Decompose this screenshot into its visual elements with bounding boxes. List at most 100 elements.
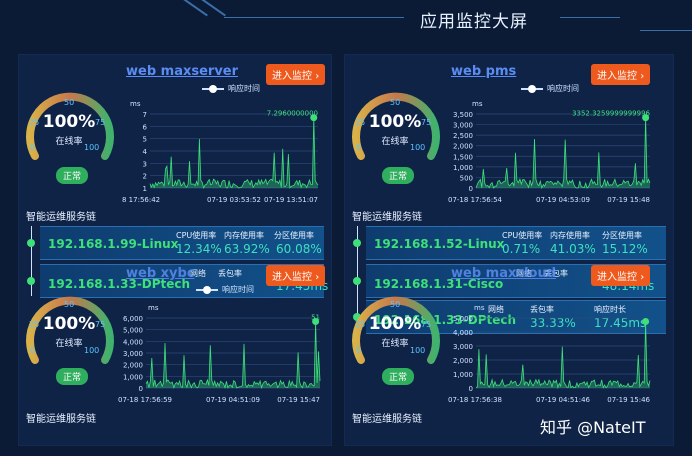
- enter-monitor-label: 进入监控: [597, 272, 637, 283]
- peak-point: [312, 318, 320, 325]
- peak-point: [642, 318, 650, 325]
- x-tick-label: 07-19 13:51:07: [264, 196, 318, 204]
- metric-value: 17.45ms: [594, 316, 647, 330]
- node-connector: [357, 226, 358, 322]
- online-rate-gauge: [26, 92, 114, 160]
- enter-monitor-button[interactable]: 进入监控 ›: [591, 265, 651, 286]
- y-tick-label: 5,000: [123, 327, 143, 335]
- title-bar: 应用监控大屏: [0, 0, 692, 44]
- check-icon: [353, 239, 361, 247]
- y-tick-label: 6,000: [123, 315, 143, 323]
- service-chain-title: 智能运维服务链: [26, 414, 96, 425]
- title-deco-line: [224, 17, 404, 18]
- chart-unit: ms: [472, 100, 483, 108]
- x-tick-label: 07-19 15:46: [607, 396, 650, 404]
- node-row[interactable]: 192.168.1.52-Linux CPU使用率 内存使用率 分区使用率 0.…: [366, 226, 666, 260]
- peak-label: 3352.3259999999996: [572, 110, 650, 118]
- node-name: 192.168.1.31-Cisco: [374, 277, 504, 291]
- y-tick-label: 4,000: [123, 338, 143, 346]
- gauge-tick: 50: [64, 98, 75, 107]
- title-deco-right2: [640, 30, 692, 31]
- metric-label: 丢包率: [218, 269, 242, 278]
- y-tick-label: 5: [143, 136, 147, 144]
- metric-label: 网络: [516, 269, 532, 278]
- y-tick-label: 1,000: [453, 164, 473, 172]
- metric-value: 63.92%: [224, 242, 270, 256]
- metric-label: 分区使用率: [602, 231, 642, 240]
- chart-unit: ms: [130, 100, 141, 108]
- metric-value: 15.12%: [602, 242, 648, 256]
- enter-monitor-button[interactable]: 进入监控 ›: [591, 64, 651, 85]
- metric-label: 分区使用率: [274, 231, 314, 240]
- gauge-label: 在线率: [381, 339, 409, 349]
- metric-label: 内存使用率: [224, 231, 264, 240]
- node-name: 192.168.1.33-DPtech: [374, 313, 517, 327]
- gauge-tick: 75: [95, 118, 106, 127]
- online-rate-gauge: [352, 296, 440, 364]
- gauge-label: 在线率: [55, 137, 83, 147]
- x-tick-label: 07-19 04:51:09: [206, 396, 260, 404]
- gauge-percent: 100%: [368, 112, 422, 132]
- metric-label: CPU使用率: [176, 231, 217, 240]
- node-name: 192.168.1.99-Linux: [48, 237, 179, 251]
- metric-label: CPU使用率: [502, 231, 543, 240]
- peak-label: 7.2960000000: [267, 110, 318, 118]
- y-tick-label: 2,500: [453, 132, 473, 140]
- check-icon: [353, 313, 361, 321]
- app-title[interactable]: web maxserver: [126, 64, 239, 79]
- title-deco-right: [560, 17, 620, 18]
- y-tick-label: 4: [143, 148, 148, 156]
- app-title[interactable]: web xybc: [126, 266, 195, 281]
- metric-label: 网络: [488, 305, 504, 314]
- metric-value: 0.71%: [502, 242, 541, 256]
- x-tick-label: 8 17:56:42: [122, 196, 160, 204]
- gauge-tick: 25: [29, 320, 40, 329]
- metric-value: 41.03%: [550, 242, 596, 256]
- x-tick-label: 07-19 15:47: [277, 396, 320, 404]
- check-icon: [27, 239, 35, 247]
- enter-monitor-button[interactable]: 进入监控 ›: [266, 265, 326, 286]
- x-tick-label: 07-19 04:53:09: [536, 196, 590, 204]
- enter-monitor-label: 进入监控: [272, 71, 312, 82]
- chart-unit: ms: [474, 304, 485, 312]
- status-badge: 正常: [56, 368, 89, 385]
- response-time-chart: 1 2 3 4 5 6 7 8 17:56:42 07-19 03:53:52 07-19 13:…: [122, 110, 319, 204]
- gauge-tick: 25: [355, 118, 366, 127]
- node-row[interactable]: 192.168.1.99-Linux CPU使用率 内存使用率 分区使用率 12…: [40, 226, 324, 260]
- gauge-tick: 75: [421, 118, 432, 127]
- y-tick-label: 1,000: [123, 373, 143, 381]
- x-tick-label: 07-19 03:53:52: [207, 196, 261, 204]
- gauge-tick: 25: [355, 320, 366, 329]
- response-time-chart: 0 500 1,000 1,500 2,000 2,500 3,000 3,500 07-18 …: [448, 110, 651, 204]
- gauge-label: 在线率: [381, 137, 409, 147]
- y-tick-label: 3,500: [453, 111, 473, 119]
- chevron-right-icon: ›: [640, 272, 645, 283]
- chart-legend: 响应时间: [521, 83, 579, 94]
- y-tick-label: 500: [460, 174, 473, 182]
- response-time-chart: 0 1,000 2,000 3,000 4,000 5,000 07-18 17:56:38…: [448, 315, 651, 404]
- metric-label: 响应时长: [594, 305, 626, 314]
- app-title[interactable]: web maxcloud: [451, 266, 557, 281]
- series-area: [150, 117, 318, 188]
- online-rate-gauge: [26, 296, 114, 364]
- y-tick-label: 2,000: [123, 362, 143, 370]
- gauge-tick: 100: [84, 143, 100, 152]
- metric-label: 丢包率: [544, 269, 568, 278]
- gauge-tick: 50: [390, 300, 401, 309]
- gauge-tick: 0: [30, 346, 36, 355]
- chart-legend: 响应时间: [202, 83, 260, 94]
- node-name: 192.168.1.33-DPtech: [48, 277, 191, 291]
- gauge-percent: 100%: [42, 112, 96, 132]
- chevron-right-icon: ›: [315, 272, 320, 283]
- page-title: 应用监控大屏: [420, 12, 528, 32]
- y-tick-label: 5,000: [453, 315, 473, 323]
- enter-monitor-button[interactable]: 进入监控 ›: [266, 64, 326, 85]
- check-icon: [353, 277, 361, 285]
- y-tick-label: 2,000: [453, 143, 473, 151]
- series-line: [475, 117, 651, 190]
- app-title[interactable]: web pms: [451, 64, 517, 79]
- gauge-tick: 0: [356, 143, 362, 152]
- chevron-right-icon: ›: [640, 71, 645, 82]
- node-row[interactable]: 192.168.1.33-DPtech 网络 丢包率 响应时长 33.33% 1…: [366, 300, 666, 334]
- peak-point: [642, 114, 650, 122]
